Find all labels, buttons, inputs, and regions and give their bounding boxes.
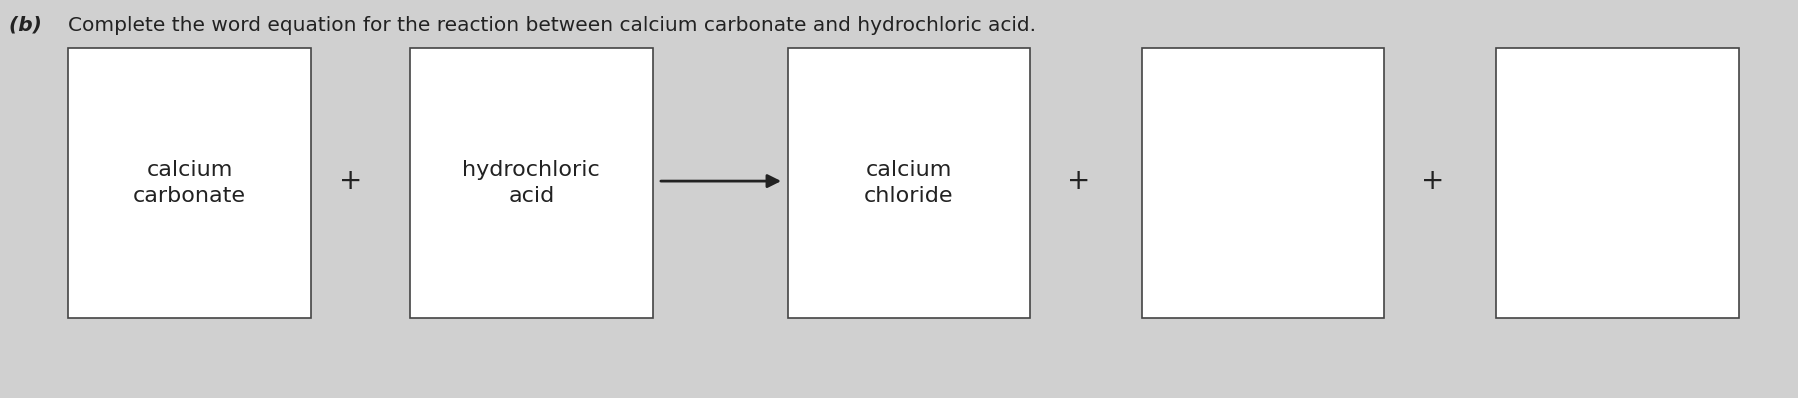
Bar: [788, 48, 1030, 318]
Text: hydrochloric
acid: hydrochloric acid: [462, 160, 601, 206]
Text: (b): (b): [9, 16, 49, 35]
Bar: [1496, 48, 1739, 318]
Text: Complete the word equation for the reaction between calcium carbonate and hydroc: Complete the word equation for the react…: [68, 16, 1036, 35]
Text: calcium
carbonate: calcium carbonate: [133, 160, 246, 206]
Bar: [68, 48, 311, 318]
Text: +: +: [1420, 167, 1446, 195]
Bar: [1142, 48, 1384, 318]
Text: +: +: [338, 167, 363, 195]
Text: +: +: [1066, 167, 1091, 195]
Text: calcium
chloride: calcium chloride: [865, 160, 953, 206]
Bar: [410, 48, 653, 318]
